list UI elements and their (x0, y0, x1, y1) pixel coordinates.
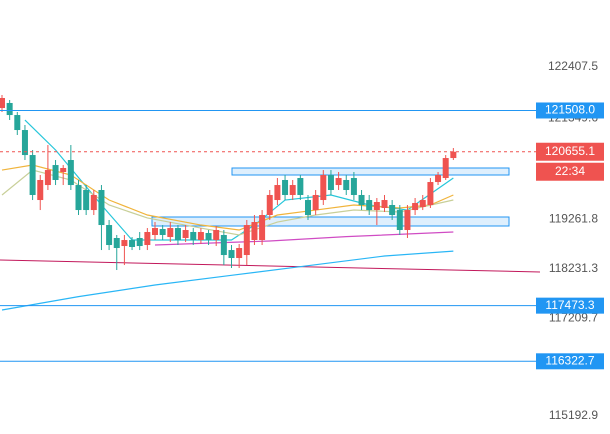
moving-average (1, 169, 454, 236)
candle-body (44, 170, 51, 186)
candle-body (350, 178, 357, 195)
zone-box (151, 216, 510, 227)
candle-body (366, 200, 373, 211)
last-price-box (536, 142, 604, 161)
candle-body (213, 230, 220, 241)
candle-body (75, 185, 82, 211)
countdown-label: 22:34 (555, 164, 585, 178)
candle-body (106, 225, 113, 246)
y-tick-label: 115192.9 (549, 408, 598, 422)
candle-body (167, 228, 174, 238)
zone-box (231, 167, 510, 176)
candle-body (358, 194, 365, 206)
level-label: 116322.7 (545, 353, 594, 367)
candle-body (320, 175, 327, 201)
candle-body (389, 205, 396, 216)
level-label-box (536, 102, 604, 119)
candle-body (182, 230, 189, 238)
candle-body (435, 175, 442, 183)
candle-body (37, 179, 44, 201)
y-tick-label: 117209.7 (549, 311, 598, 325)
candle-body (259, 215, 266, 241)
candle-body (83, 190, 90, 211)
candle-body (136, 237, 143, 247)
candle-body (427, 182, 434, 206)
candle-body (197, 231, 204, 241)
candle-body (90, 194, 97, 211)
candle-body (381, 200, 388, 209)
candle-body (190, 231, 197, 241)
moving-average (1, 250, 454, 311)
candle-body (396, 210, 403, 231)
candle-body (67, 160, 74, 186)
candle-body (297, 178, 304, 195)
candle-body (29, 155, 36, 195)
candle-body (113, 237, 120, 249)
candle-body (335, 178, 342, 186)
candle-body (305, 200, 311, 216)
candle-body (282, 179, 289, 195)
level-label-box (536, 297, 604, 314)
candle-body (144, 231, 151, 246)
y-tick-label: 118231.3 (549, 261, 598, 275)
candle-body (251, 222, 258, 241)
candle-body (404, 210, 411, 231)
candle-body (228, 250, 235, 259)
candle-body (274, 185, 281, 201)
candle-body (450, 151, 457, 159)
candle-body (121, 240, 128, 247)
trend-line (0, 259, 541, 273)
last-price-label: 120655.1 (545, 144, 595, 158)
candle-body (442, 158, 449, 179)
candle-body (243, 225, 250, 256)
y-tick-label: 122407.5 (548, 59, 598, 73)
level-label: 117473.3 (545, 298, 594, 312)
candle-body (289, 185, 296, 195)
candle-body (343, 179, 350, 191)
candle-body (220, 234, 227, 256)
candle-body (0, 98, 5, 109)
candle-body (129, 240, 136, 247)
candle-body (98, 190, 105, 226)
candle-body (60, 167, 67, 173)
candle-body (236, 248, 243, 259)
candle-body (373, 202, 380, 211)
countdown-box (536, 162, 604, 181)
candle-body (412, 203, 419, 211)
candle-body (205, 233, 212, 241)
candle-body (52, 165, 59, 180)
candle-body (174, 228, 181, 241)
candle-body (21, 130, 28, 156)
candle-body (327, 175, 334, 191)
candle-body (159, 228, 166, 235)
y-tick-label: 119261.8 (549, 211, 598, 225)
candle-body (14, 115, 21, 131)
candle-body (6, 102, 13, 116)
level-label-box (536, 353, 604, 370)
candle-body (312, 194, 319, 211)
candle-body (152, 228, 158, 235)
candle-body (266, 194, 273, 216)
level-label: 121508.0 (545, 103, 595, 117)
candle-body (419, 200, 426, 207)
